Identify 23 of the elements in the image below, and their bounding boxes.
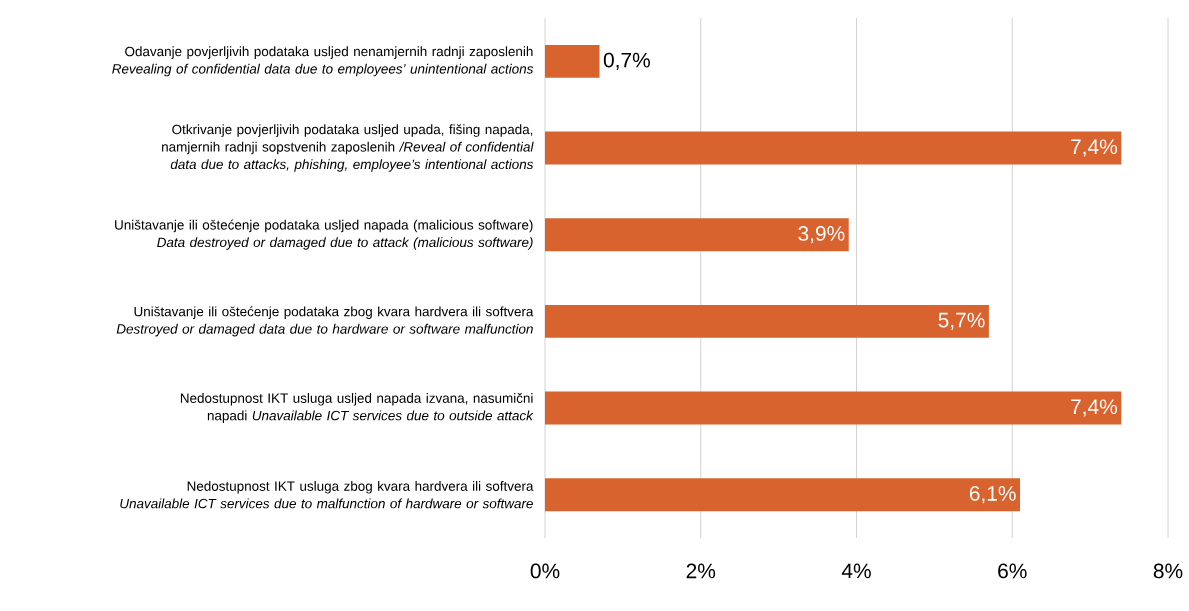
bar [545,131,1122,165]
data-label: 0,7% [603,52,650,70]
data-label: 3,9% [798,226,845,244]
bar [545,304,989,338]
x-tick-label: 8% [1153,563,1183,579]
y-tick-label: Uništavanje ili oštećenje podataka zbog kvara hardvera ili softvera Destroyed or damaged data due to hardware or software malfunction [116,306,534,337]
bar [545,391,1122,425]
bar [545,44,600,78]
data-label: 5,7% [938,312,985,330]
y-tick-label: Nedostupnost IKT usluga usljed napada izvana, nasumični napadi Unavailable ICT services due to outside attack [180,392,534,424]
y-tick-label: Nedostupnost IKT usluga zbog kvara hardvera ili softvera Unavailable ICT services due to malfunction of hardware or software [120,481,534,509]
bar [545,218,849,252]
data-label: 7,4% [1071,139,1118,157]
x-tick-label: 4% [841,563,871,579]
x-tick-label: 0% [530,563,560,579]
x-tick-label: 2% [686,563,716,579]
data-label: 7,4% [1071,399,1118,417]
bar [545,478,1021,512]
data-label: 6,1% [969,486,1016,504]
y-tick-label: Otkrivanje povjerljivih podataka usljed upada, fišing napada, namjernih radnji sopstvenih zaposlenih /Reveal of confidential data due to attacks, phishing, employee’s intentional actions [162,124,534,172]
y-tick-label: Uništavanje ili oštećenje podataka usljed napada (malicious software) Data destroyed or damaged due to attack (malicious software) [115,219,533,250]
x-tick-label: 6% [998,563,1027,579]
y-tick-label: Odavanje povjerljivih podataka usljed nenamjernih radnji zaposlenih Revealing of confidential data due to employees’ unintentional actions [112,46,534,77]
